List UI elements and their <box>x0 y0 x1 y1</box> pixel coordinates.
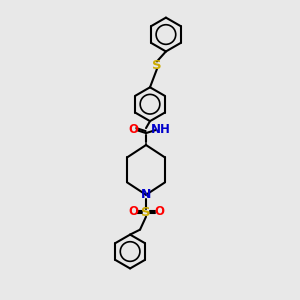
Text: S: S <box>141 206 151 219</box>
Text: NH: NH <box>151 123 171 136</box>
Text: O: O <box>128 206 138 218</box>
Text: S: S <box>152 59 162 72</box>
Text: O: O <box>154 206 164 218</box>
Text: O: O <box>128 123 138 136</box>
Text: N: N <box>141 188 151 201</box>
